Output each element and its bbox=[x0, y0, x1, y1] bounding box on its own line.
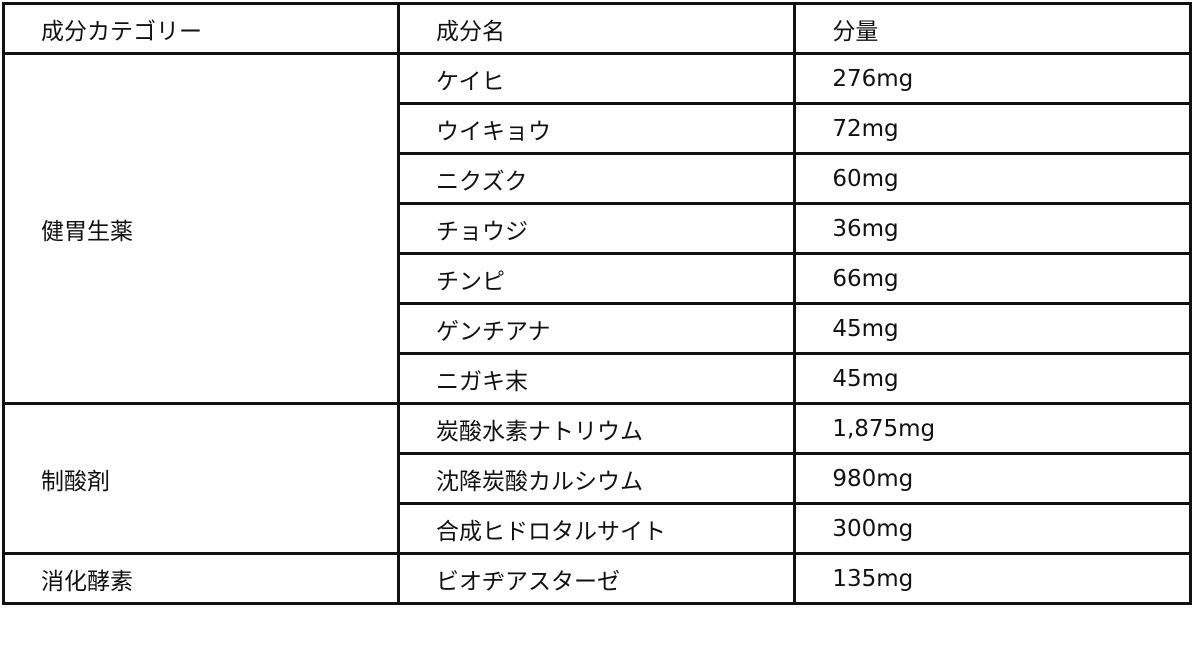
header-category: 成分カテゴリー bbox=[2, 2, 400, 55]
amount-cell: 300mg bbox=[793, 502, 1192, 555]
table-row: 消化酵素 ビオヂアスターゼ 135mg bbox=[2, 552, 1192, 605]
ingredient-name-cell: 炭酸水素ナトリウム bbox=[396, 402, 797, 455]
ingredient-name-cell: ウイキョウ bbox=[396, 102, 797, 155]
table-row: 合成ヒドロタルサイト 300mg bbox=[4, 502, 1192, 555]
ingredient-name-cell: ビオヂアスターゼ bbox=[396, 552, 797, 605]
ingredient-name-cell: 合成ヒドロタルサイト bbox=[396, 502, 797, 555]
amount-cell: 72mg bbox=[793, 102, 1192, 155]
amount-cell: 66mg bbox=[793, 252, 1192, 305]
amount-cell: 135mg bbox=[793, 552, 1192, 605]
amount-cell: 36mg bbox=[793, 202, 1192, 255]
header-row: 成分カテゴリー 成分名 分量 bbox=[2, 2, 1192, 55]
amount-cell: 60mg bbox=[793, 152, 1192, 205]
table-row: 制酸剤 炭酸水素ナトリウム 1,875mg bbox=[2, 402, 1192, 555]
table-row: チンピ 66mg bbox=[4, 252, 1192, 305]
category-cell: 制酸剤 bbox=[2, 402, 400, 555]
table-row: ウイキョウ 72mg bbox=[4, 102, 1192, 155]
ingredient-name-cell: ゲンチアナ bbox=[396, 302, 797, 355]
ingredients-table: 成分カテゴリー 成分名 分量 健胃生薬 ケイヒ 276mg ウイキョウ 72mg ニクズク… bbox=[2, 2, 1192, 605]
category-cell: 消化酵素 bbox=[2, 552, 400, 605]
amount-cell: 45mg bbox=[793, 352, 1192, 405]
ingredient-name-cell: チョウジ bbox=[396, 202, 797, 255]
header-name: 成分名 bbox=[396, 2, 797, 55]
table-row: 沈降炭酸カルシウム 980mg bbox=[4, 452, 1192, 505]
ingredient-name-cell: チンピ bbox=[396, 252, 797, 305]
category-cell: 健胃生薬 bbox=[2, 52, 400, 405]
header-amount: 分量 bbox=[793, 2, 1192, 55]
ingredient-name-cell: ケイヒ bbox=[396, 52, 797, 105]
amount-cell: 45mg bbox=[793, 302, 1192, 355]
ingredient-name-cell: 沈降炭酸カルシウム bbox=[396, 452, 797, 505]
table-row: ニガキ末 45mg bbox=[4, 352, 1192, 405]
table-row: 健胃生薬 ケイヒ 276mg bbox=[2, 52, 1192, 405]
ingredient-name-cell: ニクズク bbox=[396, 152, 797, 205]
amount-cell: 1,875mg bbox=[793, 402, 1192, 455]
amount-cell: 276mg bbox=[793, 52, 1192, 105]
table-row: チョウジ 36mg bbox=[4, 202, 1192, 255]
ingredient-name-cell: ニガキ末 bbox=[396, 352, 797, 405]
amount-cell: 980mg bbox=[793, 452, 1192, 505]
table-row: ゲンチアナ 45mg bbox=[4, 302, 1192, 355]
table-row: ニクズク 60mg bbox=[4, 152, 1192, 205]
